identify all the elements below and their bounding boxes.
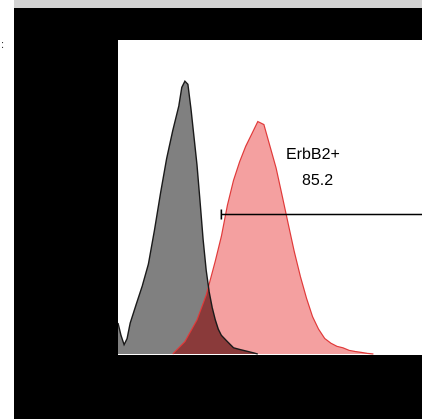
gate-name-label: ErbB2+ (286, 146, 340, 163)
control-histogram-outline (118, 80, 258, 355)
histogram-plot-area: ErbB2+ 85.2 (118, 40, 422, 355)
histogram-svg (118, 80, 422, 355)
erbb2-histogram-outline (172, 120, 374, 355)
gutter-mark: : (1, 39, 5, 51)
erbb2-histogram-fill (172, 121, 374, 354)
control-histogram-fill (118, 81, 258, 354)
left-gutter: : (0, 0, 14, 419)
gate-value-label: 85.2 (302, 172, 334, 189)
